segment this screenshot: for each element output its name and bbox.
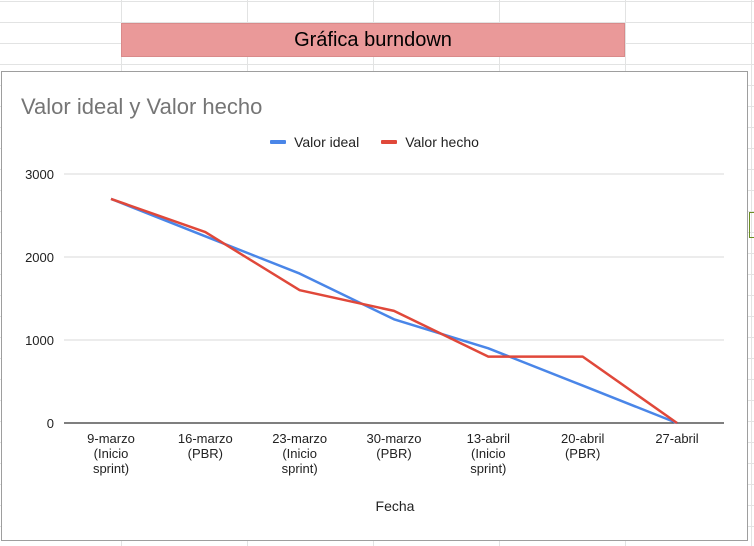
y-tick-label: 0	[47, 416, 54, 431]
legend-swatch-done	[381, 140, 398, 144]
sheet-header-text: Gráfica burndown	[294, 28, 452, 51]
x-tick-label: 20-abril (PBR)	[561, 431, 604, 461]
selected-cell-edge[interactable]	[749, 212, 754, 238]
y-tick-label: 1000	[25, 333, 54, 348]
y-tick-label: 2000	[25, 250, 54, 265]
legend-item-done: Valor hecho	[381, 134, 479, 150]
chart-plot: 0 1000 2000 3000 9-marzo (Inicio sprint) 16-mar…	[25, 167, 724, 514]
y-tick-label: 3000	[25, 167, 54, 182]
x-tick-label: 9-marzo (Inicio sprint)	[87, 431, 135, 476]
legend-label-ideal: Valor ideal	[294, 134, 360, 150]
chart-title: Valor ideal y Valor hecho	[21, 94, 263, 119]
legend-swatch-ideal	[270, 140, 287, 144]
series-line-ideal	[110, 197, 678, 425]
x-tick-label: 30-marzo (PBR)	[367, 431, 422, 461]
sheet-header-cell[interactable]: Gráfica burndown	[121, 23, 625, 57]
x-tick-label: 23-marzo (Inicio sprint)	[272, 431, 327, 476]
x-tick-label: 13-abril (Inicio sprint)	[467, 431, 510, 476]
chart-card[interactable]: Valor ideal y Valor hecho Valor ideal Va…	[1, 71, 748, 541]
x-tick-label: 16-marzo (PBR)	[178, 431, 233, 461]
x-axis-title: Fecha	[376, 498, 415, 514]
x-tick-label: 27-abril	[655, 431, 698, 446]
legend-label-done: Valor hecho	[405, 134, 479, 150]
legend-item-ideal: Valor ideal	[270, 134, 359, 150]
chart-legend: Valor ideal Valor hecho	[2, 134, 747, 150]
series-line-done	[110, 197, 678, 425]
